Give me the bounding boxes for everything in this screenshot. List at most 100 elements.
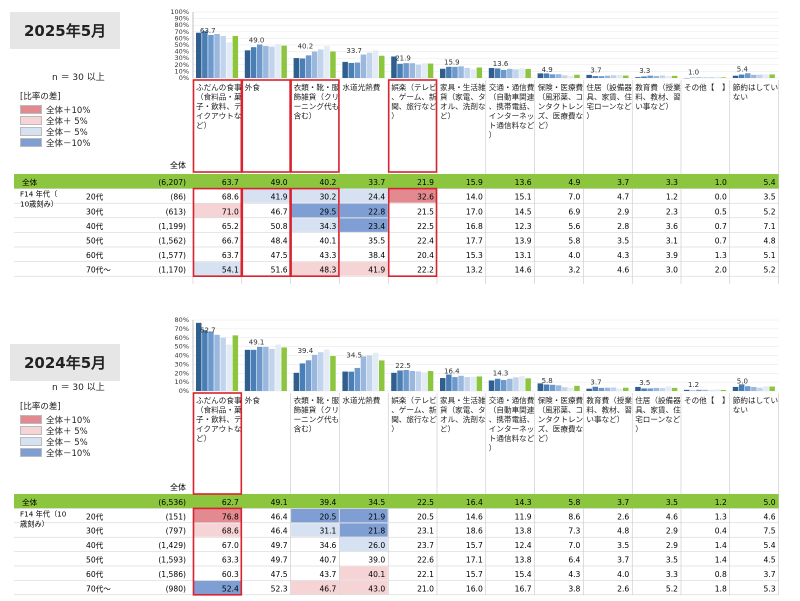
y-tick-label: 20% [175,61,189,69]
bar [555,385,562,391]
bar [415,64,422,78]
cell-value: 7.3 [568,527,580,536]
category-label: い事など） [635,101,673,111]
bar [610,387,617,391]
bar [623,387,629,391]
cell-value: 13.9 [515,237,532,246]
bar [263,346,269,391]
cell-value: 15.4 [515,570,532,579]
bar [543,384,550,391]
bar [665,76,672,78]
cell-value: 3.7 [617,498,629,507]
shaded-cell [291,262,339,276]
bar [360,356,367,391]
row-n: (86) [170,193,186,202]
category-label: インターネッ [489,112,535,121]
cell-value: 46.4 [271,527,288,536]
bar [470,69,476,78]
bar [446,374,452,391]
row-n: (1,429) [158,541,186,550]
cell-value: 7.1 [764,222,776,231]
bar [281,45,287,78]
category-label: 宅ローンなど [635,414,681,424]
cell-value: 22.6 [417,556,434,565]
row-n: (6,536) [158,498,186,507]
category-label: 住居（設備器 [635,395,681,405]
bar [525,69,531,78]
cell-value: 40.7 [319,556,336,565]
bar [348,62,354,78]
bar [318,49,324,78]
cell-value: 5.8 [568,237,580,246]
cell-value: 5.6 [568,222,580,231]
row-n: (1,562) [158,237,186,246]
bar [208,331,214,391]
cell-value: 5.2 [666,584,678,593]
bar [507,378,513,391]
legend: [比率の差] 全体＋10% 全体＋ 5% 全体－ 5% 全体－10% [20,400,150,459]
bar [757,387,763,391]
cell-value: 3.7 [764,570,776,579]
y-tick-label: 80% [175,316,189,324]
bar-top-label: 5.4 [737,65,749,73]
cell-value: 39.0 [368,556,385,565]
y-tick-label: 90% [175,15,189,23]
cell-value: 13.8 [515,556,532,565]
cell-value: 14.6 [515,266,532,275]
row-label: 全体 [22,177,38,187]
bar [391,56,397,78]
highlight-data-frame [192,187,243,278]
cell-value: 5.2 [764,207,776,216]
cell-value: 52.3 [271,584,288,593]
y-tick-label: 20% [175,369,189,377]
category-label: ズ、医療費な [538,111,584,121]
bar [494,378,501,391]
bar [751,387,757,391]
bar [494,68,501,78]
bar-top-label: 14.3 [493,369,509,377]
cell-value: 51.6 [271,266,288,275]
cell-value: 12.4 [515,541,532,550]
category-label: （自動車関連 [489,405,535,415]
cell-value: 3.9 [666,251,678,260]
bar [623,75,629,78]
cell-value: 31.1 [319,527,336,536]
cell-value: 3.2 [568,266,580,275]
cell-value: 21.0 [417,584,434,593]
y-tick-label: 80% [175,21,189,29]
cell-value: 5.0 [764,498,776,507]
cell-value: 5.4 [764,541,776,550]
category-label: 節約はしてい [733,82,778,92]
legend-label: 全体－ 5% [46,127,88,138]
shaded-cell [291,508,339,523]
bar [421,63,428,78]
cell-value: 4.3 [617,251,629,260]
total-header: 全体 [170,160,186,170]
bar [635,77,641,78]
bar [208,34,214,78]
bar [226,344,232,391]
bar [324,46,330,78]
bar [702,389,708,391]
bar [257,44,263,78]
bar [275,344,281,391]
cell-value: 76.8 [222,512,239,521]
cell-value: 16.7 [515,584,532,593]
cell-value: 0.7 [715,237,727,246]
bar [647,75,653,78]
bar [299,58,306,78]
sample-size-note: n ＝ 30 以上 [52,383,105,393]
bar [738,74,745,78]
bar [549,74,556,78]
bar [360,54,367,78]
bar [598,387,605,391]
y-tick-label: 10% [175,378,189,386]
cell-value: 1.4 [715,556,727,565]
shaded-cell [193,523,242,537]
bar [244,349,251,391]
category-label: ） [489,444,497,453]
row-group-label: F14 年代（ [20,190,57,199]
cell-value: 4.6 [617,266,629,275]
cell-value: 3.5 [617,541,629,550]
y-tick-label: 0% [179,387,189,395]
